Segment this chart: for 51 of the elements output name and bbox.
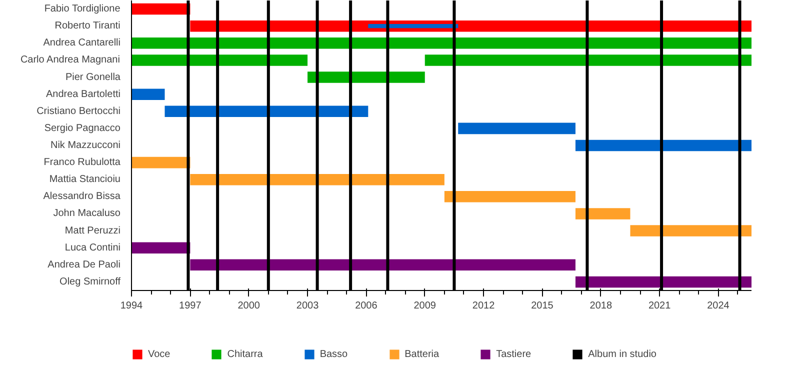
x-tick-label: 2015: [531, 300, 554, 312]
bar: [132, 54, 308, 66]
x-tick-label: 2024: [707, 300, 730, 312]
legend-label: Basso: [320, 348, 348, 360]
bar: [190, 174, 444, 186]
y-tick-label: Alessandro Bissa: [43, 191, 121, 202]
bar: [630, 225, 752, 236]
legend-label: Chitarra: [227, 348, 263, 360]
x-tick-label: 2009: [414, 300, 436, 312]
x-tick-label: 1994: [120, 300, 144, 312]
legend-label: Voce: [148, 348, 170, 360]
bar: [458, 122, 576, 134]
y-tick-label: Oleg Smirnoff: [60, 276, 121, 288]
bar: [132, 242, 190, 254]
x-tick-label: 2000: [238, 300, 260, 312]
x-tick-label: 2012: [472, 300, 496, 312]
y-tick-label: Sergio Pagnacco: [44, 122, 121, 134]
bar: [164, 106, 368, 118]
bar: [132, 38, 752, 49]
legend-label: Album in studio: [588, 348, 656, 360]
x-tick-label: 2003: [296, 300, 320, 312]
x-tick-label: 1997: [179, 300, 202, 312]
y-tick-label: Andrea De Paoli: [48, 259, 121, 270]
bar: [575, 140, 752, 152]
y-tick-label: Mattia Stancioiu: [49, 174, 121, 186]
y-tick-label: Luca Contini: [64, 242, 121, 254]
y-tick-label: Cristiano Bertocchi: [36, 106, 120, 117]
y-tick-label: Fabio Tordiglione: [44, 4, 121, 15]
y-tick-label: Pier Gonella: [65, 72, 121, 83]
x-tick-label: 2021: [648, 300, 672, 312]
y-tick-label: Carlo Andrea Magnani: [20, 54, 120, 66]
legend-label: Batteria: [404, 348, 440, 360]
bar: [132, 156, 190, 168]
y-tick-label: Franco Rubulotta: [44, 157, 121, 168]
x-tick-label: 2006: [355, 300, 378, 312]
bar: [575, 208, 630, 220]
bar: [424, 54, 752, 66]
y-tick-label: Roberto Tiranti: [54, 20, 120, 32]
y-tick-label: John Macaluso: [53, 208, 121, 220]
bar: [190, 259, 576, 271]
y-tick-label: Andrea Cantarelli: [43, 38, 120, 49]
bar: [132, 3, 190, 15]
y-tick-label: Matt Peruzzi: [64, 225, 121, 236]
bar: [444, 191, 576, 202]
x-tick-label: 2018: [590, 300, 612, 312]
bar: [132, 88, 165, 100]
y-tick-label: Andrea Bartoletti: [46, 88, 121, 100]
bar: [575, 276, 752, 288]
bar: [308, 72, 425, 83]
legend-label: Tastiere: [496, 348, 532, 360]
y-tick-label: Nik Mazzucconi: [50, 140, 121, 151]
